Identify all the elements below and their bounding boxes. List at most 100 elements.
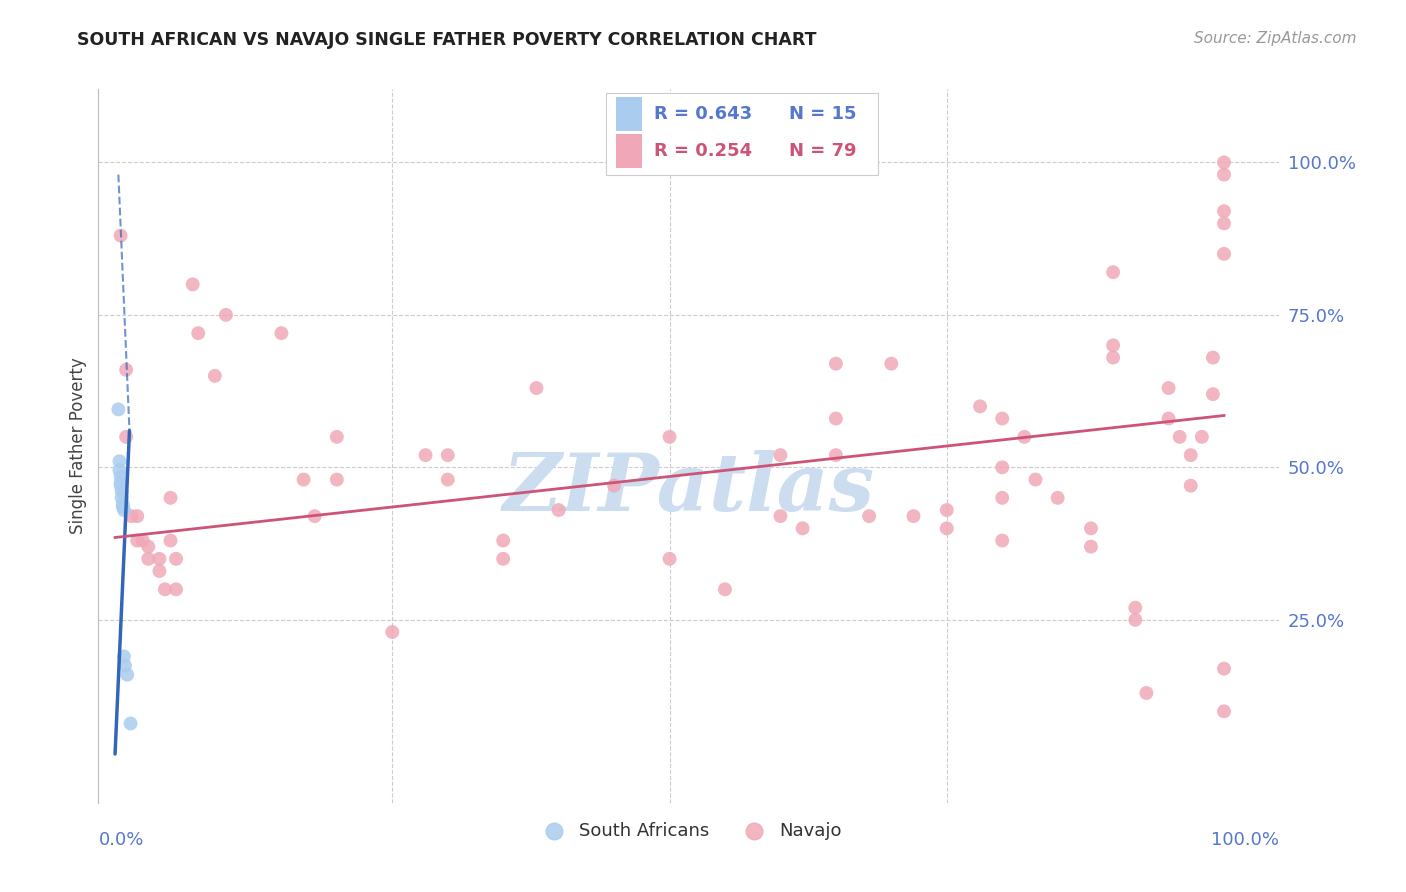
- Point: [304, 509, 326, 524]
- Point: [114, 658, 136, 673]
- Point: [792, 521, 814, 535]
- Point: [1157, 411, 1180, 425]
- Text: R = 0.643: R = 0.643: [654, 105, 752, 123]
- Point: [526, 381, 548, 395]
- Text: 100.0%: 100.0%: [1212, 831, 1279, 849]
- Point: [153, 582, 176, 597]
- Point: [159, 533, 181, 548]
- Text: ZIPatlas: ZIPatlas: [503, 450, 875, 527]
- Point: [1102, 265, 1125, 279]
- Point: [120, 716, 142, 731]
- Point: [991, 460, 1014, 475]
- FancyBboxPatch shape: [606, 93, 877, 175]
- Point: [181, 277, 204, 292]
- Point: [415, 448, 437, 462]
- Point: [1046, 491, 1069, 505]
- Point: [1080, 521, 1102, 535]
- Point: [991, 411, 1014, 425]
- Point: [111, 484, 134, 499]
- Point: [1123, 613, 1146, 627]
- Point: [148, 564, 170, 578]
- Point: [547, 503, 569, 517]
- Point: [1191, 430, 1213, 444]
- Point: [381, 625, 404, 640]
- Point: [1213, 168, 1236, 182]
- Point: [326, 473, 349, 487]
- Point: [112, 503, 135, 517]
- Point: [1213, 704, 1236, 718]
- Point: [108, 463, 131, 477]
- Point: [991, 491, 1014, 505]
- Point: [1102, 351, 1125, 365]
- Point: [1080, 540, 1102, 554]
- FancyBboxPatch shape: [616, 134, 641, 169]
- Point: [110, 475, 132, 490]
- Point: [436, 448, 458, 462]
- Point: [187, 326, 209, 341]
- Text: SOUTH AFRICAN VS NAVAJO SINGLE FATHER POVERTY CORRELATION CHART: SOUTH AFRICAN VS NAVAJO SINGLE FATHER PO…: [77, 31, 817, 49]
- Point: [1213, 662, 1236, 676]
- Text: R = 0.254: R = 0.254: [654, 143, 752, 161]
- Point: [769, 448, 792, 462]
- Point: [107, 402, 129, 417]
- Point: [1123, 600, 1146, 615]
- Point: [127, 533, 149, 548]
- Point: [110, 478, 132, 492]
- Point: [115, 363, 138, 377]
- Point: [825, 411, 848, 425]
- Point: [159, 491, 181, 505]
- Point: [935, 521, 957, 535]
- Point: [1168, 430, 1191, 444]
- Point: [1213, 216, 1236, 230]
- Point: [117, 667, 139, 681]
- Point: [108, 454, 131, 468]
- Point: [658, 430, 681, 444]
- Point: [292, 473, 315, 487]
- Point: [714, 582, 737, 597]
- Point: [1213, 155, 1236, 169]
- Point: [858, 509, 880, 524]
- Point: [991, 533, 1014, 548]
- Point: [121, 509, 143, 524]
- Point: [204, 368, 226, 383]
- Point: [132, 533, 155, 548]
- Point: [1102, 338, 1125, 352]
- Point: [165, 551, 187, 566]
- Text: N = 79: N = 79: [789, 143, 856, 161]
- Point: [903, 509, 925, 524]
- Point: [111, 491, 134, 505]
- Point: [326, 430, 349, 444]
- Point: [110, 469, 132, 483]
- Point: [148, 551, 170, 566]
- Point: [112, 649, 135, 664]
- Point: [436, 473, 458, 487]
- Point: [658, 551, 681, 566]
- Point: [825, 357, 848, 371]
- Text: Source: ZipAtlas.com: Source: ZipAtlas.com: [1194, 31, 1357, 46]
- Point: [165, 582, 187, 597]
- Point: [127, 509, 149, 524]
- Point: [492, 533, 515, 548]
- Point: [1135, 686, 1157, 700]
- Text: 0.0%: 0.0%: [98, 831, 143, 849]
- Point: [1180, 448, 1202, 462]
- Point: [880, 357, 903, 371]
- Point: [1157, 381, 1180, 395]
- Point: [1213, 204, 1236, 219]
- Point: [825, 448, 848, 462]
- Point: [215, 308, 238, 322]
- Point: [492, 551, 515, 566]
- Legend: South Africans, Navajo: South Africans, Navajo: [529, 815, 849, 847]
- Point: [1202, 351, 1225, 365]
- Point: [111, 500, 134, 514]
- Point: [110, 228, 132, 243]
- Point: [769, 509, 792, 524]
- FancyBboxPatch shape: [616, 97, 641, 131]
- Point: [1024, 473, 1046, 487]
- Point: [603, 478, 626, 492]
- Point: [270, 326, 292, 341]
- Point: [136, 551, 159, 566]
- Text: N = 15: N = 15: [789, 105, 856, 123]
- Y-axis label: Single Father Poverty: Single Father Poverty: [69, 358, 87, 534]
- Point: [136, 540, 159, 554]
